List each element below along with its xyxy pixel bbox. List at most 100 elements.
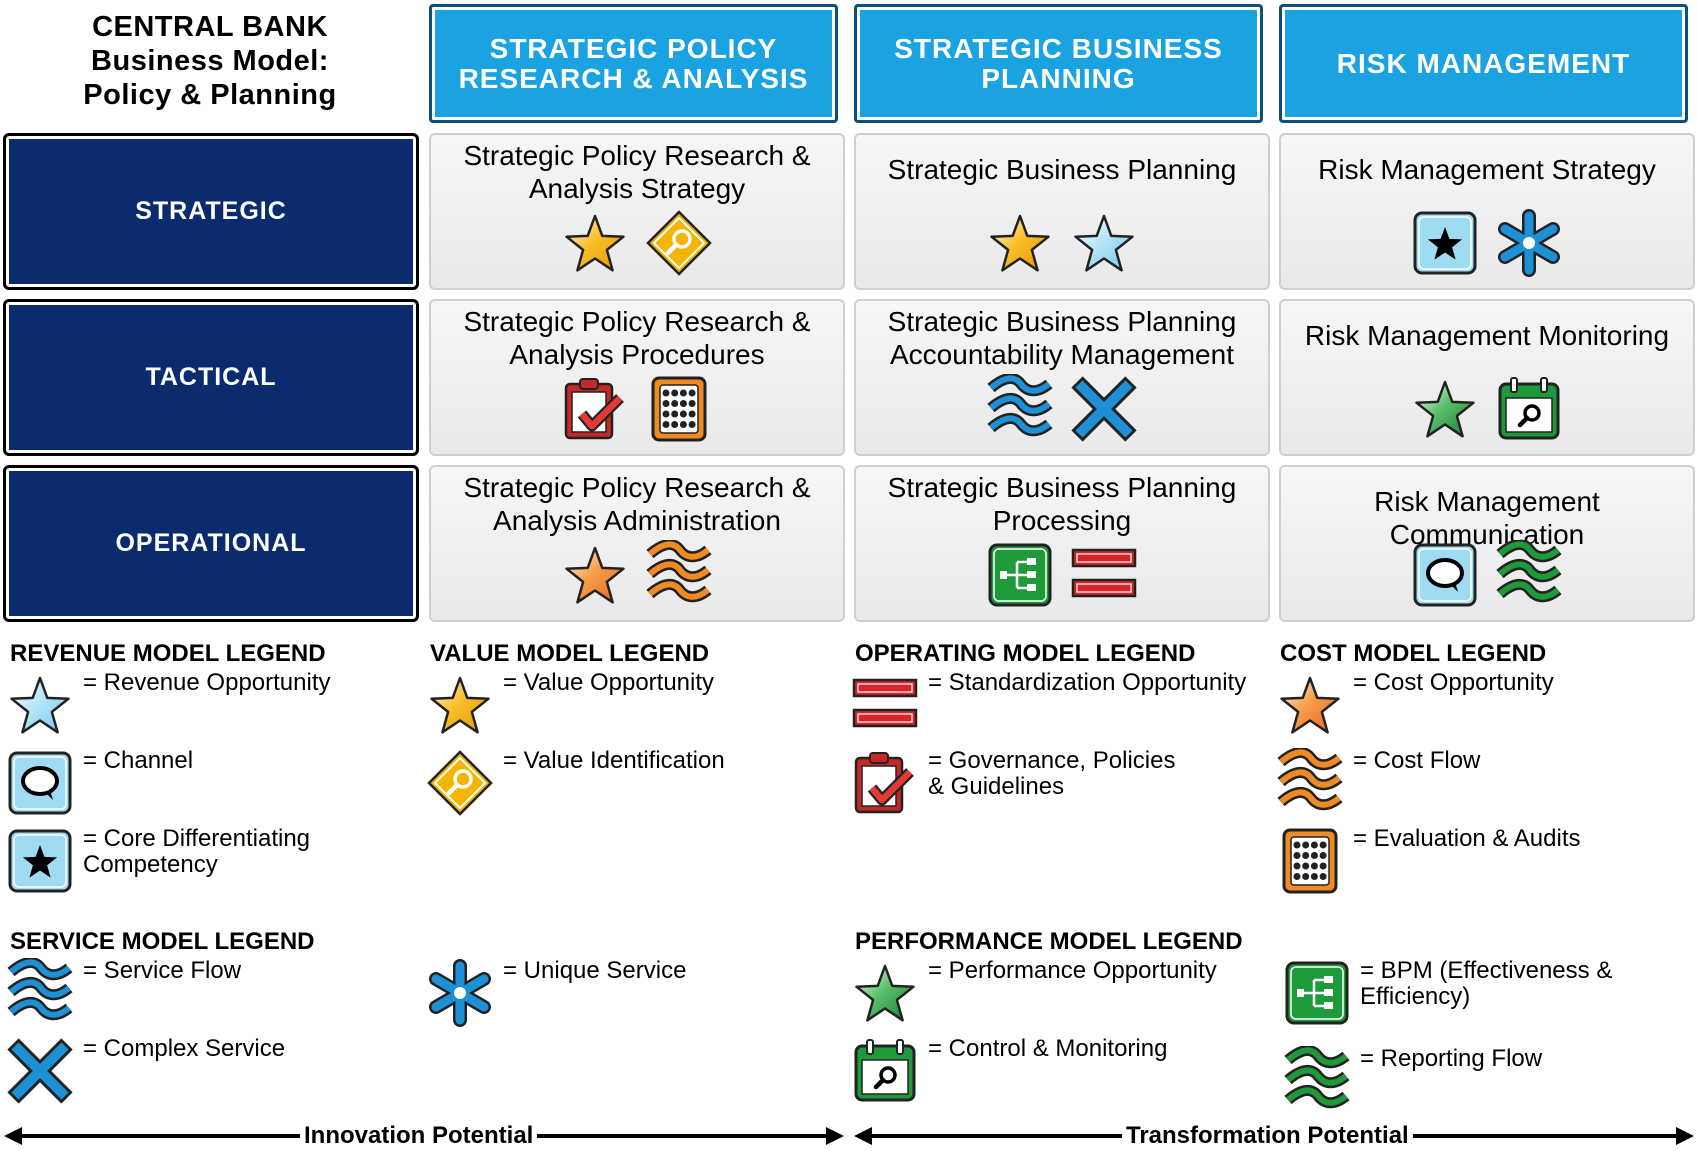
cell-label: Strategic Policy Research & Analysis Adm…	[463, 472, 811, 536]
core-differentiating-icon	[1413, 211, 1477, 275]
service-legend-item: = Complex Service	[5, 1036, 285, 1106]
value-legend-heading: VALUE MODEL LEGEND	[430, 640, 710, 667]
revenue-legend-item: = Core Differentiating Competency	[5, 826, 335, 896]
legend-label: = Standardization Opportunity	[928, 669, 1247, 696]
operating-legend-item: = Governance, Policies & Guidelines	[850, 748, 1180, 818]
legend-label: = Unique Service	[503, 957, 687, 984]
cell-icons	[1281, 208, 1693, 278]
cost-flow-icon	[646, 540, 712, 603]
column-header-risk-management: RISK MANAGEMENT	[1279, 4, 1688, 123]
cell-icons	[1281, 374, 1693, 444]
legend-label: = Value Identification	[503, 747, 725, 774]
governance-clipboard-icon	[564, 378, 624, 440]
complex-service-icon	[1071, 376, 1137, 442]
cell-r2-c2: Risk Management Communication	[1279, 465, 1695, 622]
value-star-icon	[430, 676, 490, 734]
bpm-icon	[1285, 961, 1349, 1025]
cell-icons	[856, 540, 1268, 610]
legend-label: = Revenue Opportunity	[83, 669, 331, 696]
legend-label: = Cost Opportunity	[1353, 669, 1554, 696]
service-legend-item: = Unique Service	[425, 958, 686, 1028]
standardization-icon	[1071, 548, 1137, 598]
potential-axes	[4, 1127, 1694, 1145]
legend-label: = Core Differentiating Competency	[83, 825, 311, 878]
governance-clipboard-icon	[854, 752, 914, 814]
column-header-label: RISK MANAGEMENT	[1336, 47, 1631, 79]
performance-legend-item: = Reporting Flow	[1282, 1046, 1542, 1116]
cell-label: Risk Management Communication	[1374, 486, 1600, 550]
performance-legend-heading: PERFORMANCE MODEL LEGEND	[855, 928, 1243, 955]
value-star-icon	[990, 214, 1050, 272]
complex-service-icon	[7, 1038, 73, 1104]
cost-legend-item: = Evaluation & Audits	[1275, 826, 1580, 896]
legend-label: = Performance Opportunity	[928, 957, 1217, 984]
performance-star-icon	[1415, 380, 1475, 438]
column-header-policy-research: STRATEGIC POLICY RESEARCH & ANALYSIS	[429, 4, 838, 123]
cell-label: Risk Management Monitoring	[1304, 320, 1670, 351]
performance-star-icon	[855, 964, 915, 1022]
value-legend-item: = Value Opportunity	[425, 670, 714, 740]
column-header-label: STRATEGIC BUSINESS PLANNING	[894, 32, 1223, 94]
value-legend-item: = Value Identification	[425, 748, 725, 818]
cell-r0-c2: Risk Management Strategy	[1279, 133, 1695, 290]
cost-flow-icon	[1277, 748, 1343, 811]
service-flow-icon	[987, 374, 1053, 437]
cell-icons	[1281, 540, 1693, 610]
service-legend-heading: SERVICE MODEL LEGEND	[10, 928, 315, 955]
cell-label: Strategic Policy Research & Analysis Pro…	[463, 306, 811, 370]
cell-r1-c2: Risk Management Monitoring	[1279, 299, 1695, 456]
revenue-legend-item: = Revenue Opportunity	[5, 670, 331, 740]
legend-label: = Reporting Flow	[1360, 1045, 1543, 1072]
cell-r1-c1: Strategic Business Planning Accountabili…	[854, 299, 1270, 456]
performance-legend-item: = Performance Opportunity	[850, 958, 1217, 1028]
cost-star-icon	[1280, 676, 1340, 734]
cell-icons	[856, 208, 1268, 278]
channel-icon	[8, 751, 72, 815]
operating-legend-item: = Standardization Opportunity	[850, 670, 1250, 740]
title-line-2: Business Model:	[91, 45, 329, 77]
cell-r0-c0: Strategic Policy Research & Analysis Str…	[429, 133, 845, 290]
cost-legend-item: = Cost Opportunity	[1275, 670, 1554, 740]
evaluation-calculator-icon	[651, 376, 707, 442]
cell-icons	[431, 374, 843, 444]
control-monitoring-icon	[1498, 377, 1560, 440]
performance-legend-item: = BPM (Effectiveness & Efficiency)	[1282, 958, 1632, 1028]
cell-label: Strategic Business Planning Processing	[887, 472, 1237, 536]
core-differentiating-icon	[8, 829, 72, 893]
row-header-tactical: TACTICAL	[3, 299, 419, 456]
legend-label: = Control & Monitoring	[928, 1035, 1168, 1062]
column-header-label: STRATEGIC POLICY RESEARCH & ANALYSIS	[458, 32, 809, 94]
revenue-star-icon	[1074, 214, 1134, 272]
legend-label: = Governance, Policies & Guidelines	[928, 747, 1176, 800]
legend-label: = Evaluation & Audits	[1353, 825, 1581, 852]
reporting-flow-icon	[1284, 1046, 1350, 1109]
legend-label: = Service Flow	[83, 957, 242, 984]
revenue-legend-item: = Channel	[5, 748, 193, 818]
cell-icons	[431, 208, 843, 278]
legend-label: = Complex Service	[83, 1035, 286, 1062]
service-flow-icon	[7, 958, 73, 1021]
cost-legend-item: = Cost Flow	[1275, 748, 1480, 818]
legend-label: = Channel	[83, 747, 194, 774]
operating-legend-heading: OPERATING MODEL LEGEND	[855, 640, 1196, 667]
legend-label: = BPM (Effectiveness & Efficiency)	[1360, 957, 1613, 1010]
cell-icons	[856, 374, 1268, 444]
revenue-star-icon	[10, 676, 70, 734]
legend-label: = Value Opportunity	[503, 669, 715, 696]
transformation-potential-label: Transformation Potential	[1122, 1122, 1413, 1150]
cell-icons	[431, 540, 843, 610]
bpm-icon	[988, 543, 1052, 607]
cell-label: Strategic Business Planning	[887, 154, 1237, 185]
cell-label: Risk Management Strategy	[1318, 154, 1656, 185]
cell-r0-c1: Strategic Business Planning	[854, 133, 1270, 290]
standardization-icon	[852, 678, 918, 728]
column-header-business-planning: STRATEGIC BUSINESS PLANNING	[854, 4, 1263, 123]
diagram-title: CENTRAL BANK Business Model: Policy & Pl…	[0, 10, 420, 112]
legend-label: = Cost Flow	[1353, 747, 1481, 774]
value-identification-icon	[427, 750, 493, 816]
row-header-strategic: STRATEGIC	[3, 133, 419, 290]
control-monitoring-icon	[854, 1039, 916, 1102]
value-identification-icon	[646, 210, 712, 276]
reporting-flow-icon	[1496, 540, 1562, 603]
title-line-1: CENTRAL BANK	[92, 11, 328, 43]
